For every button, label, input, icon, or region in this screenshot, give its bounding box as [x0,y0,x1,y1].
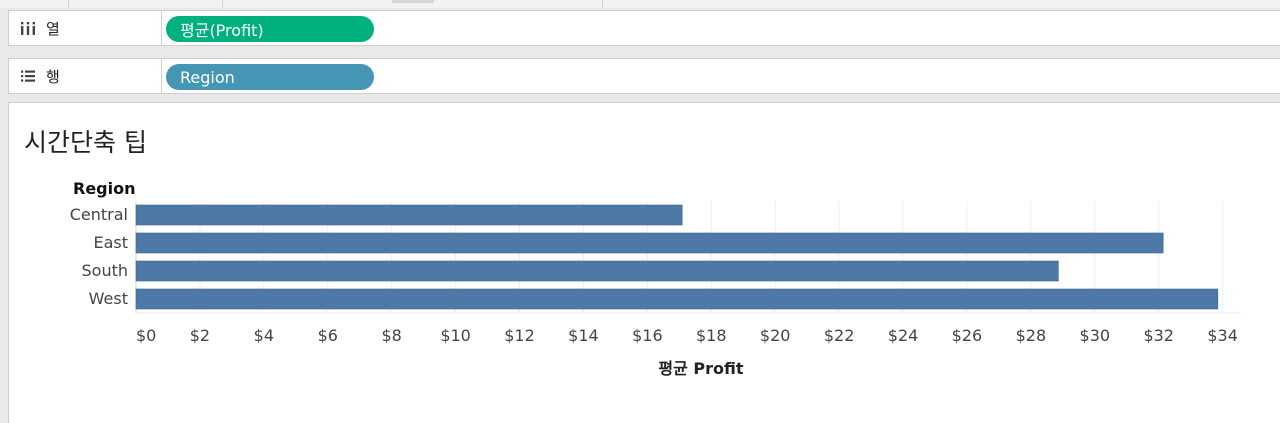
rows-shelf[interactable]: 행 Region [8,58,1280,94]
region-pill[interactable]: Region [166,64,374,90]
x-tick-label: $10 [440,326,471,345]
chart-title: 시간단축 팁 [24,128,147,157]
rows-shelf-label: 행 [9,59,162,93]
top-tab-strip [0,0,1280,8]
x-tick-label: $4 [254,326,274,345]
x-tick-label: $34 [1207,326,1238,345]
x-tick-label: $2 [190,326,210,345]
x-tick-label: $28 [1016,326,1047,345]
rows-list-icon [20,68,36,84]
x-tick-label: $32 [1143,326,1174,345]
x-tick-label: $30 [1080,326,1111,345]
x-tick-label: $26 [952,326,983,345]
x-tick-label: $20 [760,326,791,345]
bar-east [135,232,1164,254]
profit-average-pill-label: 평균(Profit) [180,21,264,40]
bar-south [135,260,1059,282]
category-label-south: South [82,261,129,280]
bar-central [135,204,683,226]
x-tick-label: $6 [318,326,338,345]
x-tick-label: $18 [696,326,727,345]
tab-divider [222,0,223,8]
bar-chart: Central East South West $0 $2 $4 $6 $8 $10 $12 $14 $… [70,201,1241,378]
columns-shelf[interactable]: 열 평균(Profit) [8,10,1280,46]
profit-average-pill[interactable]: 평균(Profit) [166,16,374,42]
region-pill-label: Region [180,67,235,87]
category-label-west: West [89,289,128,308]
x-tick-label: $14 [568,326,599,345]
tab-divider [68,0,69,8]
x-tick-label: $8 [382,326,402,345]
columns-label-text: 열 [46,19,60,38]
tab-divider [602,0,603,8]
x-tick-label: $12 [504,326,535,345]
x-tick-label: $24 [888,326,919,345]
x-tick-label: $0 [136,326,156,345]
category-label-east: East [93,233,128,252]
category-label-central: Central [70,205,128,224]
bar-west [135,288,1219,310]
x-tick-label: $16 [632,326,663,345]
active-tab-indicator [392,0,434,3]
columns-icon [20,20,36,36]
view-canvas: 시간단축 팁 Region Central East South West $0 $2 $4… [8,102,1280,423]
columns-shelf-label: 열 [9,11,162,45]
x-axis-title: 평균 Profit [658,359,743,378]
x-tick-label: $22 [824,326,855,345]
row-header-region: Region [73,179,136,198]
rows-label-text: 행 [46,67,60,86]
